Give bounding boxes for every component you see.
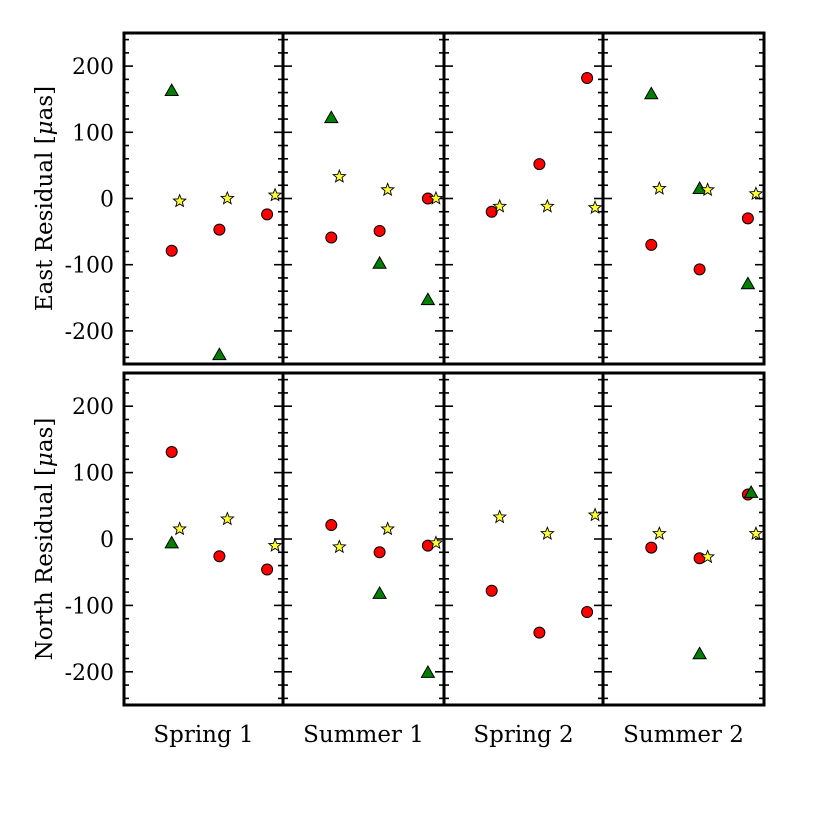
data-point-star <box>267 187 283 202</box>
data-point-star <box>492 198 508 213</box>
season-label: Spring 1 <box>153 722 253 748</box>
data-point-circle <box>645 238 658 251</box>
data-point-circle <box>533 158 546 171</box>
panel-frame <box>601 31 766 366</box>
data-point-circle <box>261 563 274 576</box>
data-point-triangle <box>323 110 339 124</box>
data-point-triangle <box>692 646 707 660</box>
data-point-triangle <box>212 347 227 361</box>
data-point-star <box>539 525 555 540</box>
panel-frame <box>442 31 605 366</box>
data-point-triangle <box>740 276 756 290</box>
panel-frame <box>122 31 285 366</box>
data-point-star <box>587 200 603 215</box>
data-point-circle <box>533 626 546 639</box>
y-tick-label: 100 <box>72 462 114 487</box>
panel-frame <box>442 371 605 707</box>
data-points <box>164 72 764 678</box>
data-point-star <box>331 168 347 183</box>
data-point-star <box>748 525 764 540</box>
season-label: Spring 2 <box>473 722 573 748</box>
y-tick-label: 100 <box>72 121 114 146</box>
panel-frames <box>122 31 766 707</box>
data-point-circle <box>581 72 594 85</box>
data-point-circle <box>741 212 754 225</box>
data-point-star <box>219 511 235 526</box>
y-axis-title-prefix: East Residual [ <box>32 135 58 311</box>
data-point-star <box>651 525 667 540</box>
data-point-circle <box>373 546 386 559</box>
data-point-star <box>700 182 716 197</box>
y-tick-label: 0 <box>100 188 114 213</box>
data-point-star <box>492 509 508 524</box>
data-point-circle <box>485 584 498 597</box>
y-axis-title-suffix: as] <box>32 418 58 453</box>
data-point-circle <box>325 231 338 244</box>
y-tick-label: -100 <box>65 594 114 619</box>
y-tick-label: -200 <box>65 661 114 686</box>
y-axis-title-suffix: as] <box>32 86 58 121</box>
y-tick-label: 200 <box>72 55 114 80</box>
data-point-circle <box>213 223 226 236</box>
y-axis-title-mu: μ <box>32 452 58 467</box>
panel-frame <box>122 371 285 707</box>
y-tick-label: 200 <box>72 395 114 420</box>
data-point-triangle <box>643 86 659 100</box>
data-point-star <box>267 537 283 552</box>
data-point-star <box>700 549 716 564</box>
y-axis-title: East Residual [μas] <box>32 86 58 311</box>
data-point-star <box>651 180 667 195</box>
data-point-star <box>380 182 396 197</box>
data-point-star <box>587 507 603 522</box>
data-point-circle <box>325 519 338 532</box>
y-axis-title-mu: μ <box>32 120 58 135</box>
data-point-star <box>748 186 764 201</box>
data-point-star <box>331 539 347 554</box>
y-tick-label: 0 <box>100 528 114 553</box>
season-label: Summer 2 <box>623 722 744 748</box>
data-point-star <box>539 198 555 213</box>
data-point-triangle <box>743 485 759 498</box>
data-point-star <box>380 521 396 536</box>
data-point-circle <box>165 244 178 257</box>
y-axis-title-prefix: North Residual [ <box>32 467 58 660</box>
y-tick-label: -200 <box>65 320 114 345</box>
season-label: Summer 1 <box>303 722 424 748</box>
data-point-triangle <box>164 83 180 96</box>
data-point-triangle <box>420 292 436 306</box>
panel-frame <box>281 371 446 707</box>
data-point-circle <box>485 205 498 218</box>
data-point-circle <box>373 224 386 237</box>
data-point-star <box>172 521 188 536</box>
data-point-star <box>428 535 444 550</box>
data-point-star <box>428 190 444 205</box>
data-point-star <box>219 190 235 205</box>
data-point-triangle <box>420 664 436 678</box>
panel-frame <box>601 371 766 707</box>
data-point-circle <box>645 541 658 554</box>
data-point-triangle <box>164 535 180 549</box>
data-point-star <box>172 193 188 208</box>
y-axis-title: North Residual [μas] <box>32 418 58 661</box>
data-point-circle <box>213 550 226 563</box>
panel-frame <box>281 31 446 366</box>
y-tick-label: -100 <box>65 254 114 279</box>
data-point-circle <box>693 263 706 276</box>
data-point-circle <box>261 208 274 221</box>
data-point-triangle <box>372 255 387 269</box>
tick-marks <box>124 38 764 700</box>
data-point-circle <box>581 606 594 619</box>
data-point-triangle <box>372 585 387 599</box>
data-point-circle <box>165 446 178 459</box>
